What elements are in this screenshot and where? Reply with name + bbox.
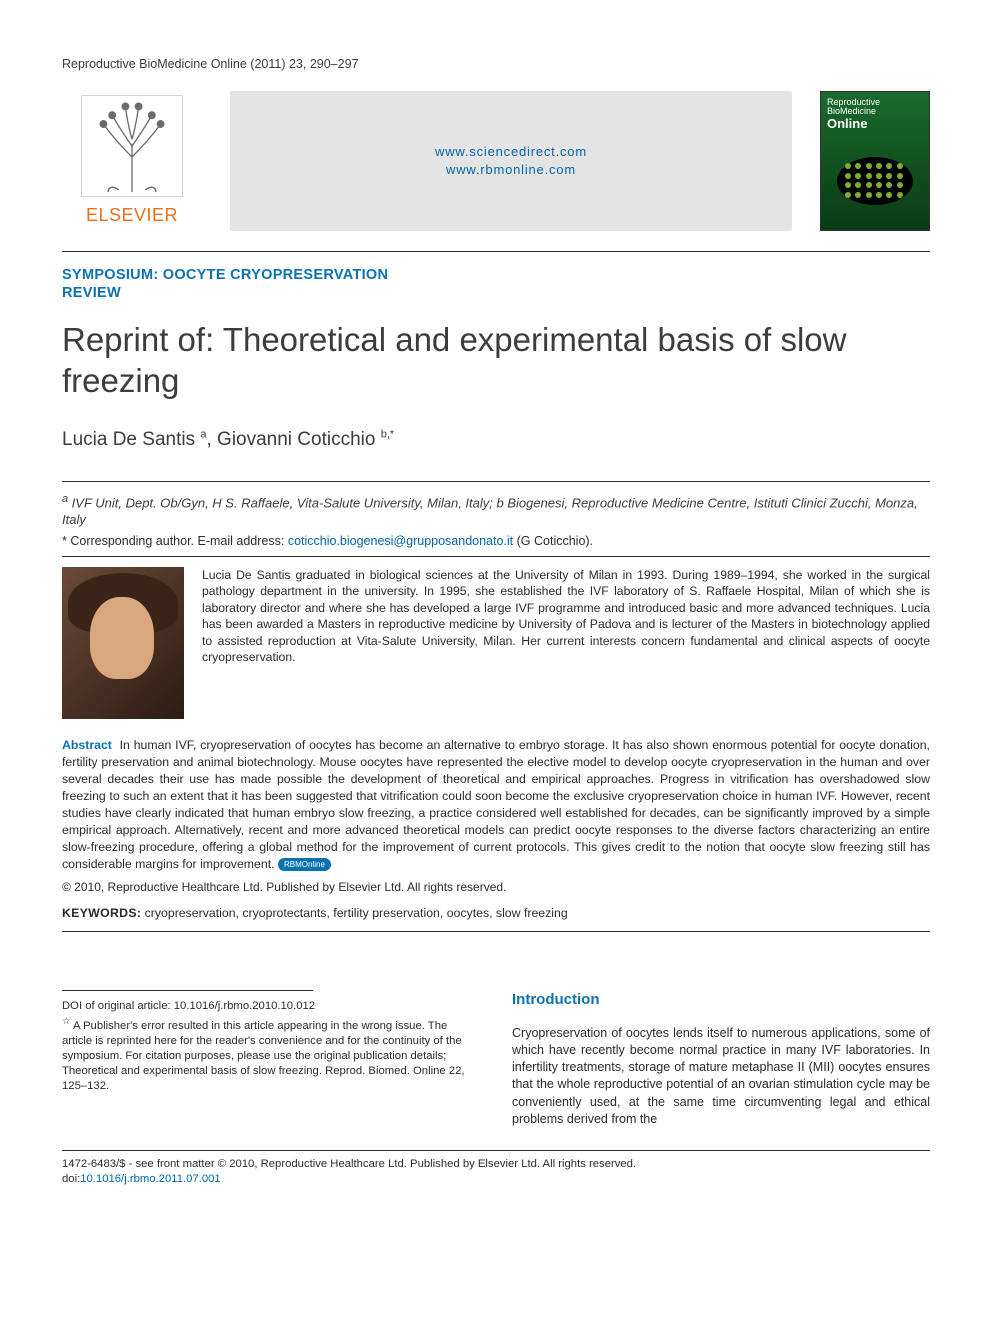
authors: Lucia De Santis a, Giovanni Coticchio b,… bbox=[62, 427, 930, 453]
left-column: DOI of original article: 10.1016/j.rbmo.… bbox=[62, 990, 480, 1128]
article-type-line1: SYMPOSIUM: OOCYTE CRYOPRESERVATION bbox=[62, 267, 388, 283]
affiliations: a IVF Unit, Dept. Ob/Gyn, H S. Raffaele,… bbox=[62, 492, 930, 529]
footer-doi-label: doi: bbox=[62, 1173, 80, 1185]
footer-line1: 1472-6483/$ - see front matter © 2010, R… bbox=[62, 1157, 930, 1172]
page-footer: 1472-6483/$ - see front matter © 2010, R… bbox=[62, 1150, 930, 1188]
intro-paragraph: Cryopreservation of oocytes lends itself… bbox=[512, 1025, 930, 1129]
corresp-email-link[interactable]: coticchio.biogenesi@grupposandonato.it bbox=[288, 534, 513, 548]
footnote-rule bbox=[62, 990, 313, 991]
sciencedirect-link[interactable]: www.sciencedirect.com bbox=[435, 143, 587, 161]
section-heading-introduction: Introduction bbox=[512, 990, 930, 1010]
copyright-line: © 2010, Reproductive Healthcare Ltd. Pub… bbox=[62, 879, 930, 895]
original-doi-line: DOI of original article: 10.1016/j.rbmo.… bbox=[62, 999, 480, 1014]
keywords-label: KEYWORDS: bbox=[62, 906, 141, 920]
cover-line3: Online bbox=[827, 116, 867, 131]
cover-art-icon bbox=[821, 132, 929, 230]
two-column-body: DOI of original article: 10.1016/j.rbmo.… bbox=[62, 990, 930, 1128]
publisher-logo: ELSEVIER bbox=[62, 91, 202, 231]
abstract: Abstract In human IVF, cryopreservation … bbox=[62, 737, 930, 873]
header-band: ELSEVIER www.sciencedirect.com www.rbmon… bbox=[62, 91, 930, 231]
divider bbox=[62, 931, 930, 932]
author-bio: Lucia De Santis graduated in biological … bbox=[62, 567, 930, 719]
right-column: Introduction Cryopreservation of oocytes… bbox=[512, 990, 930, 1128]
rbm-pill-icon: RBMOnline bbox=[278, 858, 331, 871]
footer-rule bbox=[62, 1150, 930, 1151]
article-type: SYMPOSIUM: OOCYTE CRYOPRESERVATION REVIE… bbox=[62, 266, 930, 302]
publisher-name: ELSEVIER bbox=[86, 203, 178, 227]
rbmonline-link[interactable]: www.rbmonline.com bbox=[446, 161, 576, 179]
divider bbox=[62, 556, 930, 557]
link-strip: www.sciencedirect.com www.rbmonline.com bbox=[230, 91, 792, 231]
keywords: KEYWORDS: cryopreservation, cryoprotecta… bbox=[62, 905, 930, 922]
elsevier-tree-icon bbox=[77, 91, 187, 201]
author-bio-text: Lucia De Santis graduated in biological … bbox=[202, 567, 930, 719]
affiliations-text: IVF Unit, Dept. Ob/Gyn, H S. Raffaele, V… bbox=[62, 495, 918, 528]
divider bbox=[62, 251, 930, 252]
corresponding-author: * Corresponding author. E-mail address: … bbox=[62, 533, 930, 550]
footnote-text: A Publisher's error resulted in this art… bbox=[62, 1019, 465, 1092]
footnote-star-icon: ☆ bbox=[62, 1015, 70, 1026]
article-title: Reprint of: Theoretical and experimental… bbox=[62, 320, 930, 401]
divider bbox=[62, 481, 930, 482]
footnote-block: DOI of original article: 10.1016/j.rbmo.… bbox=[62, 999, 480, 1094]
journal-cover: Reproductive BioMedicine Online bbox=[820, 91, 930, 231]
abstract-label: Abstract bbox=[62, 738, 112, 752]
running-head: Reproductive BioMedicine Online (2011) 2… bbox=[62, 56, 930, 73]
corresp-prefix: * Corresponding author. E-mail address: bbox=[62, 534, 288, 548]
author-photo bbox=[62, 567, 184, 719]
corresp-suffix: (G Coticchio). bbox=[513, 534, 593, 548]
keywords-text: cryopreservation, cryoprotectants, ferti… bbox=[145, 906, 568, 920]
article-type-line2: REVIEW bbox=[62, 285, 121, 301]
abstract-text: In human IVF, cryopreservation of oocyte… bbox=[62, 738, 930, 871]
footer-doi-link[interactable]: 10.1016/j.rbmo.2011.07.001 bbox=[80, 1173, 220, 1185]
